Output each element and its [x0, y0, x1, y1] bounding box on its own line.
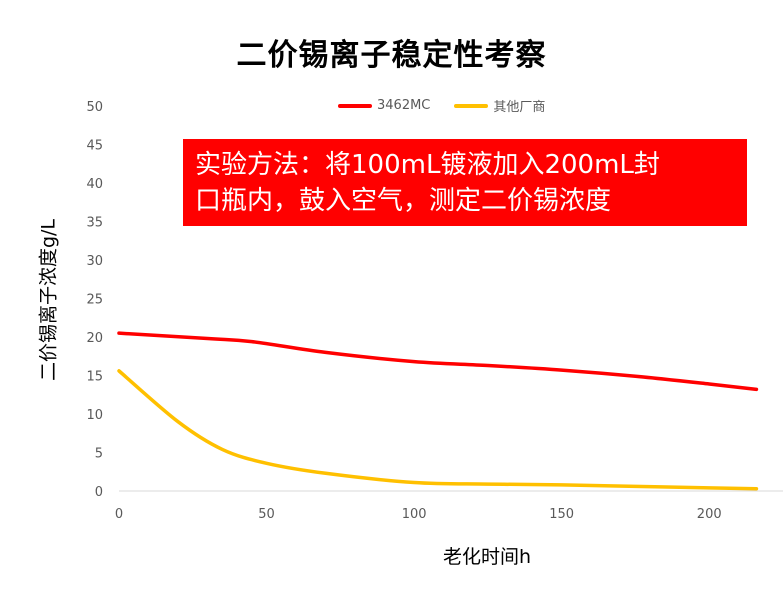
y-tick-label: 20	[86, 331, 103, 346]
method-annotation: 实验方法：将100mL镀液加入200mL封 口瓶内，鼓入空气，测定二价锡浓度	[183, 139, 747, 226]
y-tick-label: 0	[95, 485, 103, 500]
x-tick-label: 0	[115, 507, 123, 522]
method-annotation-line-1: 实验方法：将100mL镀液加入200mL封	[195, 150, 660, 180]
x-tick-label: 100	[402, 507, 427, 522]
legend-item-3462mc: 3462MC	[338, 98, 430, 113]
method-annotation-line-2: 口瓶内，鼓入空气，测定二价锡浓度	[195, 186, 612, 216]
x-axis-label: 老化时间h	[443, 546, 532, 568]
y-tick-label: 30	[86, 254, 103, 269]
y-tick-label: 5	[95, 447, 103, 462]
legend-swatch-other	[454, 103, 489, 108]
chart-title: 二价锡离子稳定性考察	[236, 38, 547, 73]
legend-item-other: 其他厂商	[454, 96, 545, 115]
y-axis-label: 二价锡离子浓度g/L	[37, 218, 60, 382]
legend-label-other: 其他厂商	[493, 100, 546, 115]
series-line-other	[117, 369, 759, 491]
y-tick-label: 50	[86, 100, 103, 115]
x-tick-label: 200	[697, 507, 722, 522]
y-tick-label: 45	[86, 139, 103, 154]
y-tick-label: 40	[86, 177, 103, 192]
x-tick-label: 50	[258, 507, 275, 522]
y-tick-label: 25	[86, 293, 103, 308]
y-tick-label: 10	[86, 408, 103, 423]
series-line-3462mc	[117, 331, 759, 392]
legend: 3462MC 其他厂商	[338, 96, 569, 115]
legend-label-3462mc: 3462MC	[377, 98, 431, 113]
x-tick-label: 150	[549, 507, 574, 522]
y-tick-label: 15	[86, 370, 103, 385]
y-tick-label: 35	[86, 216, 103, 231]
legend-swatch-3462mc	[338, 103, 372, 108]
